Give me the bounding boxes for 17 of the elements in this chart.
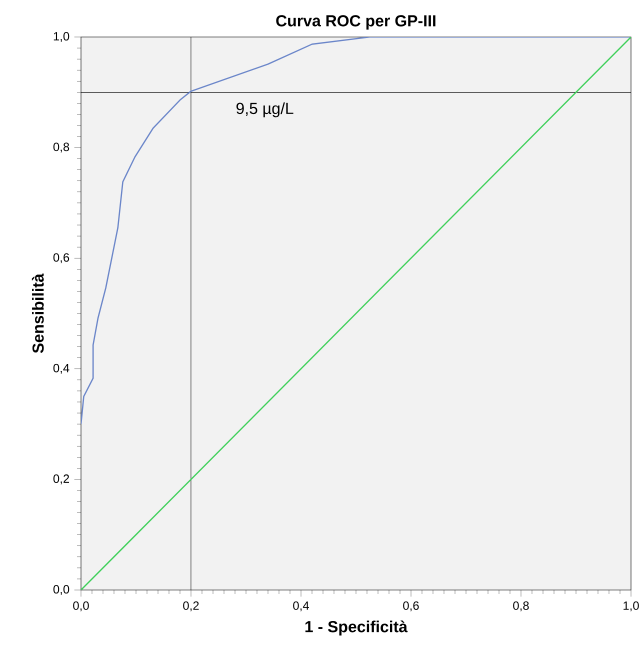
x-tick-label: 0,0 — [73, 601, 89, 612]
chart-title: Curva ROC per GP-III — [276, 15, 436, 30]
x-tick-label: 0,2 — [183, 601, 199, 612]
y-tick-label: 0,4 — [53, 364, 70, 374]
y-tick-label: 0,8 — [53, 142, 70, 153]
y-tick-label: 1,0 — [54, 32, 70, 42]
x-tick-label: 0,4 — [293, 601, 309, 612]
y-tick-label: 0,2 — [53, 474, 70, 484]
line-series — [81, 37, 632, 425]
annotation: 9,5 µg/L — [236, 102, 294, 118]
x-tick-label: 0,6 — [403, 601, 419, 612]
x-tick-label: 0,8 — [513, 601, 529, 612]
x-tick-label: 1,0 — [624, 601, 639, 612]
x-axis-title: 1 - Specificità — [305, 620, 408, 636]
y-tick-label: 0,0 — [53, 585, 70, 595]
y-tick-label: 0,6 — [53, 253, 70, 264]
y-axis-title: Sensibilità — [32, 273, 44, 354]
